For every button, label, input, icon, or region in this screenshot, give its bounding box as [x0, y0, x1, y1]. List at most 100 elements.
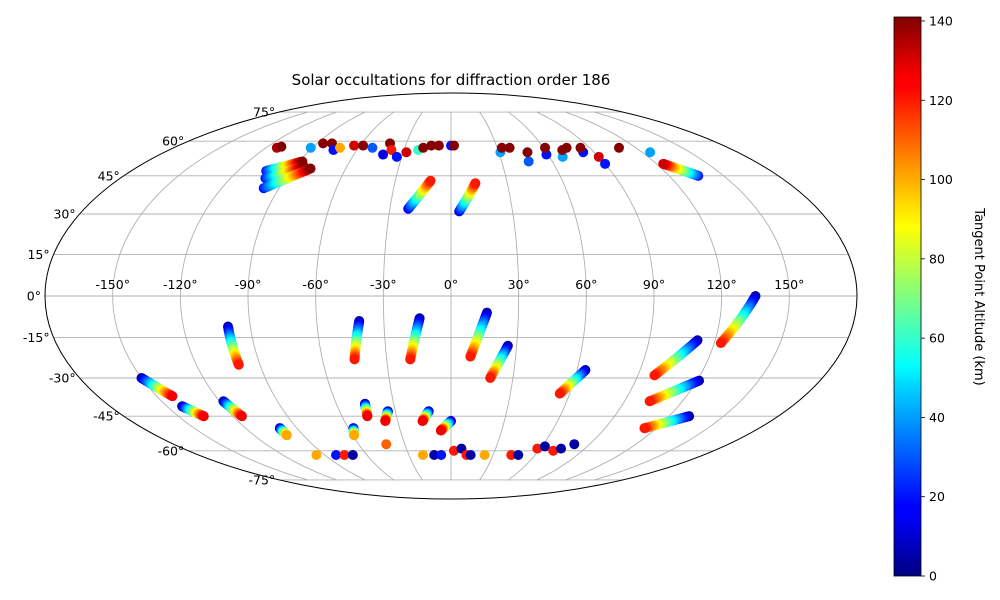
occultation-point — [448, 445, 459, 456]
colorbar-tick-label: 20 — [929, 489, 945, 504]
occultation-point — [347, 450, 358, 461]
occultation-point — [433, 140, 444, 151]
occultation-point — [522, 147, 533, 158]
occultation-point — [470, 178, 481, 189]
occultation-point — [276, 141, 287, 152]
longitude-tick: -120° — [163, 277, 198, 292]
occultation-point — [349, 140, 360, 151]
occultation-point — [435, 425, 446, 436]
occultation-point — [339, 450, 350, 461]
longitude-tick: 150° — [774, 277, 804, 292]
latitude-tick: -30° — [49, 371, 76, 386]
longitude-tick: 60° — [575, 277, 597, 292]
occultation-point — [485, 373, 496, 384]
occultation-point — [561, 142, 572, 153]
latitude-tick: -15° — [23, 330, 50, 345]
occultation-point — [436, 450, 447, 461]
occultation-point — [479, 450, 490, 461]
chart-title: Solar occultations for diffraction order… — [292, 71, 611, 89]
occultation-point — [575, 142, 586, 153]
occultation-point — [496, 142, 507, 153]
longitude-tick: 0° — [444, 277, 458, 292]
occultation-point — [569, 439, 580, 450]
occultation-point — [658, 158, 669, 169]
latitude-tick: 0° — [27, 289, 41, 304]
longitude-tick: 30° — [508, 277, 530, 292]
occultation-point — [715, 338, 726, 349]
occultation-point — [548, 445, 559, 456]
occultation-point — [349, 430, 360, 441]
colorbar-tick-label: 60 — [929, 331, 945, 346]
map-border — [44, 92, 858, 500]
occultation-point — [331, 450, 342, 461]
latitude-tick: 15° — [27, 247, 49, 262]
longitude-tick: -60° — [302, 277, 329, 292]
colorbar-tick-label: 120 — [929, 93, 953, 108]
latitude-tick: -75° — [249, 472, 276, 487]
occultation-point — [465, 351, 476, 362]
occultation-point — [425, 175, 436, 186]
occultation-point — [318, 138, 329, 149]
occultation-point — [311, 450, 322, 461]
occultation-point — [429, 450, 440, 461]
data-points — [136, 138, 761, 461]
latitude-tick-labels: -75° -60° -45° -30° -15° 0° 15° 30° 45° 60° 75° — [23, 105, 275, 488]
colorbar-tick-label: 100 — [929, 172, 953, 187]
occultation-point — [600, 158, 611, 169]
occultation-point — [233, 359, 244, 370]
occultation-point — [380, 416, 391, 427]
occultation-point — [554, 388, 565, 399]
occultation-point — [644, 396, 655, 407]
occultation-point — [362, 411, 373, 422]
occultation-point — [523, 156, 534, 167]
occultation-point — [614, 142, 624, 153]
occultation-point — [465, 450, 476, 461]
occultation-point — [401, 147, 412, 158]
occultation-point — [417, 416, 428, 427]
occultation-point — [539, 441, 550, 452]
occultation-point — [645, 147, 656, 158]
occultation-point — [198, 411, 209, 422]
occultation-point — [532, 443, 543, 454]
occultation-point — [449, 140, 460, 151]
colorbar-tick-label: 0 — [929, 569, 937, 584]
occultation-point — [236, 411, 247, 422]
latitude-tick: 45° — [98, 168, 120, 183]
occultation-point — [367, 142, 378, 153]
occultation-point — [649, 370, 660, 381]
occultation-point — [513, 450, 524, 461]
colorbar-ticks: 0 20 40 60 80 100 120 140 — [921, 13, 953, 584]
longitude-tick: -90° — [235, 277, 262, 292]
colorbar-tick-label: 140 — [929, 13, 953, 28]
occultation-point — [349, 354, 360, 365]
colorbar — [893, 16, 922, 577]
occultation-point — [556, 443, 567, 454]
occultation-point — [639, 423, 650, 434]
occultation-point — [504, 142, 515, 153]
occultation-point — [305, 142, 316, 153]
occultation-point — [593, 151, 604, 162]
latitude-tick: 30° — [53, 206, 75, 221]
occultation-point — [167, 391, 178, 402]
occultation-point — [405, 354, 416, 365]
longitude-tick: -30° — [370, 277, 397, 292]
latitude-tick: 75° — [253, 105, 275, 120]
occultation-point — [418, 142, 429, 153]
latitude-tick: -60° — [158, 443, 185, 458]
occultation-point — [281, 430, 292, 441]
colorbar-label: Tangent Point Altitude (km) — [971, 207, 986, 385]
occultation-point — [386, 145, 397, 156]
latitude-tick: -45° — [93, 409, 120, 424]
occultation-point — [358, 140, 369, 151]
longitude-tick: -150° — [95, 277, 130, 292]
occultation-point — [506, 450, 517, 461]
longitude-tick: 120° — [707, 277, 737, 292]
occultation-point — [391, 151, 402, 162]
occultation-point — [417, 450, 428, 461]
longitude-tick: 90° — [643, 277, 665, 292]
latitude-tick: 60° — [162, 134, 184, 149]
longitude-tick-labels: -150° -120° -90° -60° -30° 0° 30° 60° 90° 120° 150… — [95, 277, 804, 292]
occultation-point — [540, 142, 551, 153]
occultation-point — [335, 142, 346, 153]
